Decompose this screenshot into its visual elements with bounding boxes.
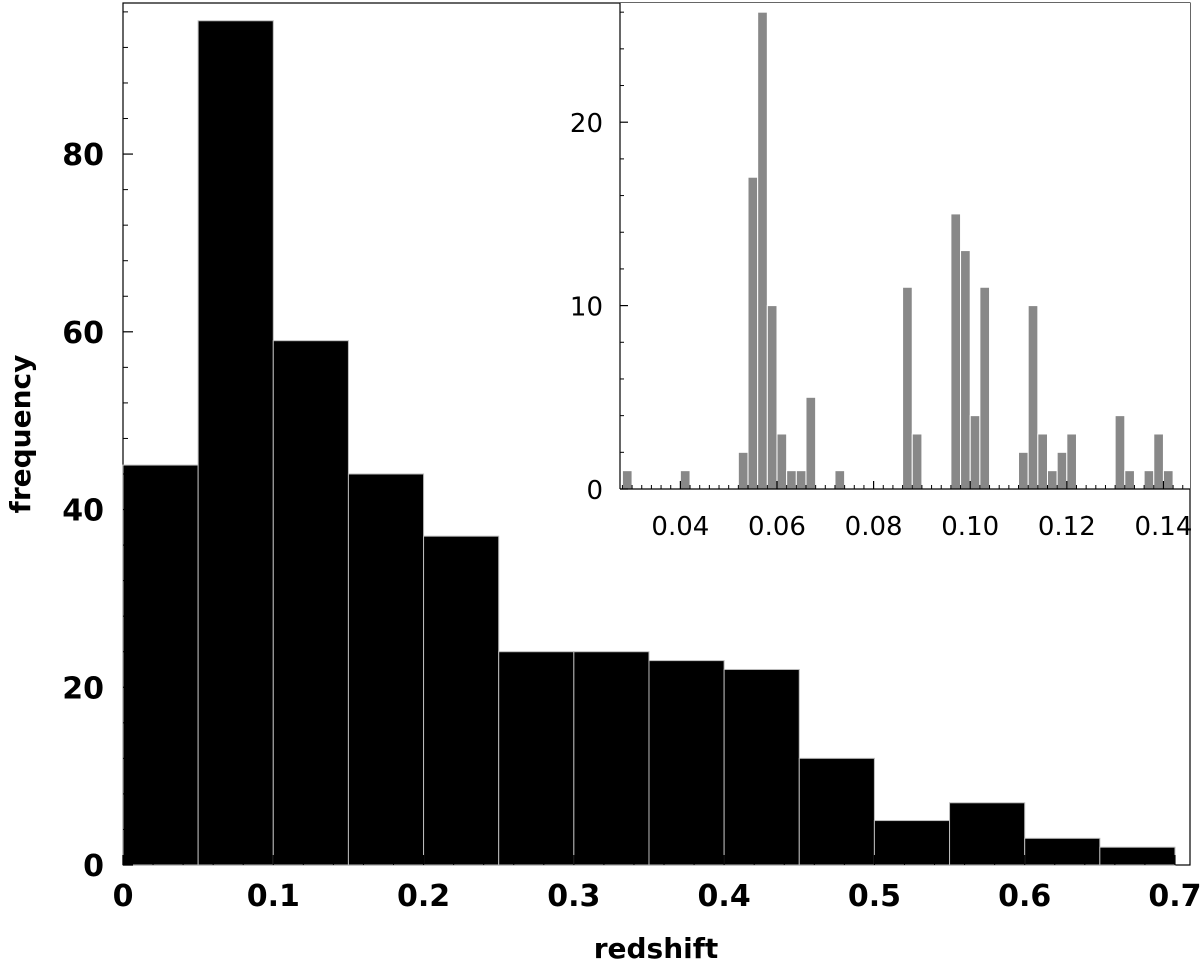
inset-x-tick-label: 0.04 (651, 512, 709, 542)
inset-y-tick-label: 0 (586, 476, 603, 506)
inset-bar (1027, 305, 1039, 490)
main-x-tick-label: 0.6 (998, 879, 1051, 914)
main-y-tick-labels: 0 20 40 60 80 (62, 138, 104, 884)
inset-bar (776, 433, 788, 490)
inset-x-tick-label: 0.10 (941, 512, 999, 542)
inset-bar (737, 451, 749, 490)
inset-bar (757, 11, 768, 490)
main-bars (122, 20, 1176, 866)
inset-bar (1153, 433, 1164, 490)
x-axis-label: redshift (594, 932, 719, 965)
main-y-tick-label: 0 (83, 849, 104, 884)
inset-bar (1114, 415, 1126, 490)
inset-histogram: 0.04 0.06 0.08 0.10 0.12 0.14 0 10 20 (570, 3, 1192, 542)
inset-y-tick-label: 10 (570, 293, 603, 323)
main-x-tick-label: 0 (113, 879, 134, 914)
main-bar (648, 660, 725, 866)
main-bar (1024, 837, 1101, 866)
inset-bar (1018, 451, 1029, 490)
inset-x-tick-label: 0.14 (1134, 512, 1192, 542)
inset-y-tick-label: 20 (570, 109, 603, 139)
inset-bar (786, 470, 797, 490)
inset-bar (969, 415, 981, 490)
inset-bar (766, 305, 778, 490)
inset-bar (1056, 451, 1068, 490)
main-bar (423, 535, 500, 866)
inset-bar (911, 433, 923, 490)
inset-bar (1162, 470, 1174, 490)
inset-bar (960, 250, 971, 490)
main-bar (122, 464, 199, 866)
inset-x-tick-label: 0.08 (845, 512, 903, 542)
inset-bar (834, 470, 846, 490)
inset-bar (1037, 433, 1049, 490)
main-bar (1099, 846, 1176, 866)
main-y-tick-label: 80 (62, 138, 104, 173)
main-bar (272, 340, 349, 866)
inset-y-tick-labels: 0 10 20 (570, 109, 603, 506)
main-x-tick-label: 0.5 (848, 879, 901, 914)
inset-bar (979, 286, 991, 490)
main-bar (197, 20, 274, 866)
main-x-tick-label: 0.7 (1148, 879, 1200, 914)
y-axis-label: frequency (4, 355, 37, 514)
main-bar (573, 651, 650, 866)
inset-bar (1066, 433, 1077, 490)
main-bar (798, 757, 875, 866)
main-bar (873, 820, 951, 866)
inset-bars (621, 11, 1174, 490)
main-y-tick-label: 40 (62, 494, 104, 529)
main-bar (347, 473, 425, 866)
inset-bar (679, 470, 691, 490)
main-x-tick-label: 0.2 (397, 879, 450, 914)
inset-x-tick-labels: 0.04 0.06 0.08 0.10 0.12 0.14 (651, 512, 1192, 542)
inset-tick-marks (620, 11, 1184, 490)
inset-x-tick-label: 0.12 (1038, 512, 1096, 542)
main-y-tick-label: 60 (62, 316, 104, 351)
inset-bar (1124, 470, 1135, 490)
inset-bar (795, 470, 807, 490)
inset-bar (805, 396, 817, 490)
main-bar (949, 802, 1026, 866)
main-bar (723, 668, 800, 866)
inset-bar (747, 176, 759, 490)
main-x-tick-label: 0.4 (698, 879, 751, 914)
main-x-tick-label: 0.3 (547, 879, 600, 914)
main-tick-marks (122, 11, 1176, 866)
inset-bar (1143, 470, 1155, 490)
main-histogram: 0 0.1 0.2 0.3 0.4 0.5 0.6 0.7 0 20 40 60 80 redshif… (4, 2, 1200, 965)
inset-x-tick-label: 0.06 (748, 512, 806, 542)
inset-bar (902, 286, 913, 490)
inset-bar (950, 213, 962, 490)
main-x-tick-label: 0.1 (247, 879, 300, 914)
main-x-tick-labels: 0 0.1 0.2 0.3 0.4 0.5 0.6 0.7 (113, 879, 1200, 914)
inset-bar (621, 470, 633, 490)
main-y-tick-label: 20 (62, 671, 104, 706)
main-bar (498, 651, 575, 866)
inset-bar (1047, 470, 1058, 490)
